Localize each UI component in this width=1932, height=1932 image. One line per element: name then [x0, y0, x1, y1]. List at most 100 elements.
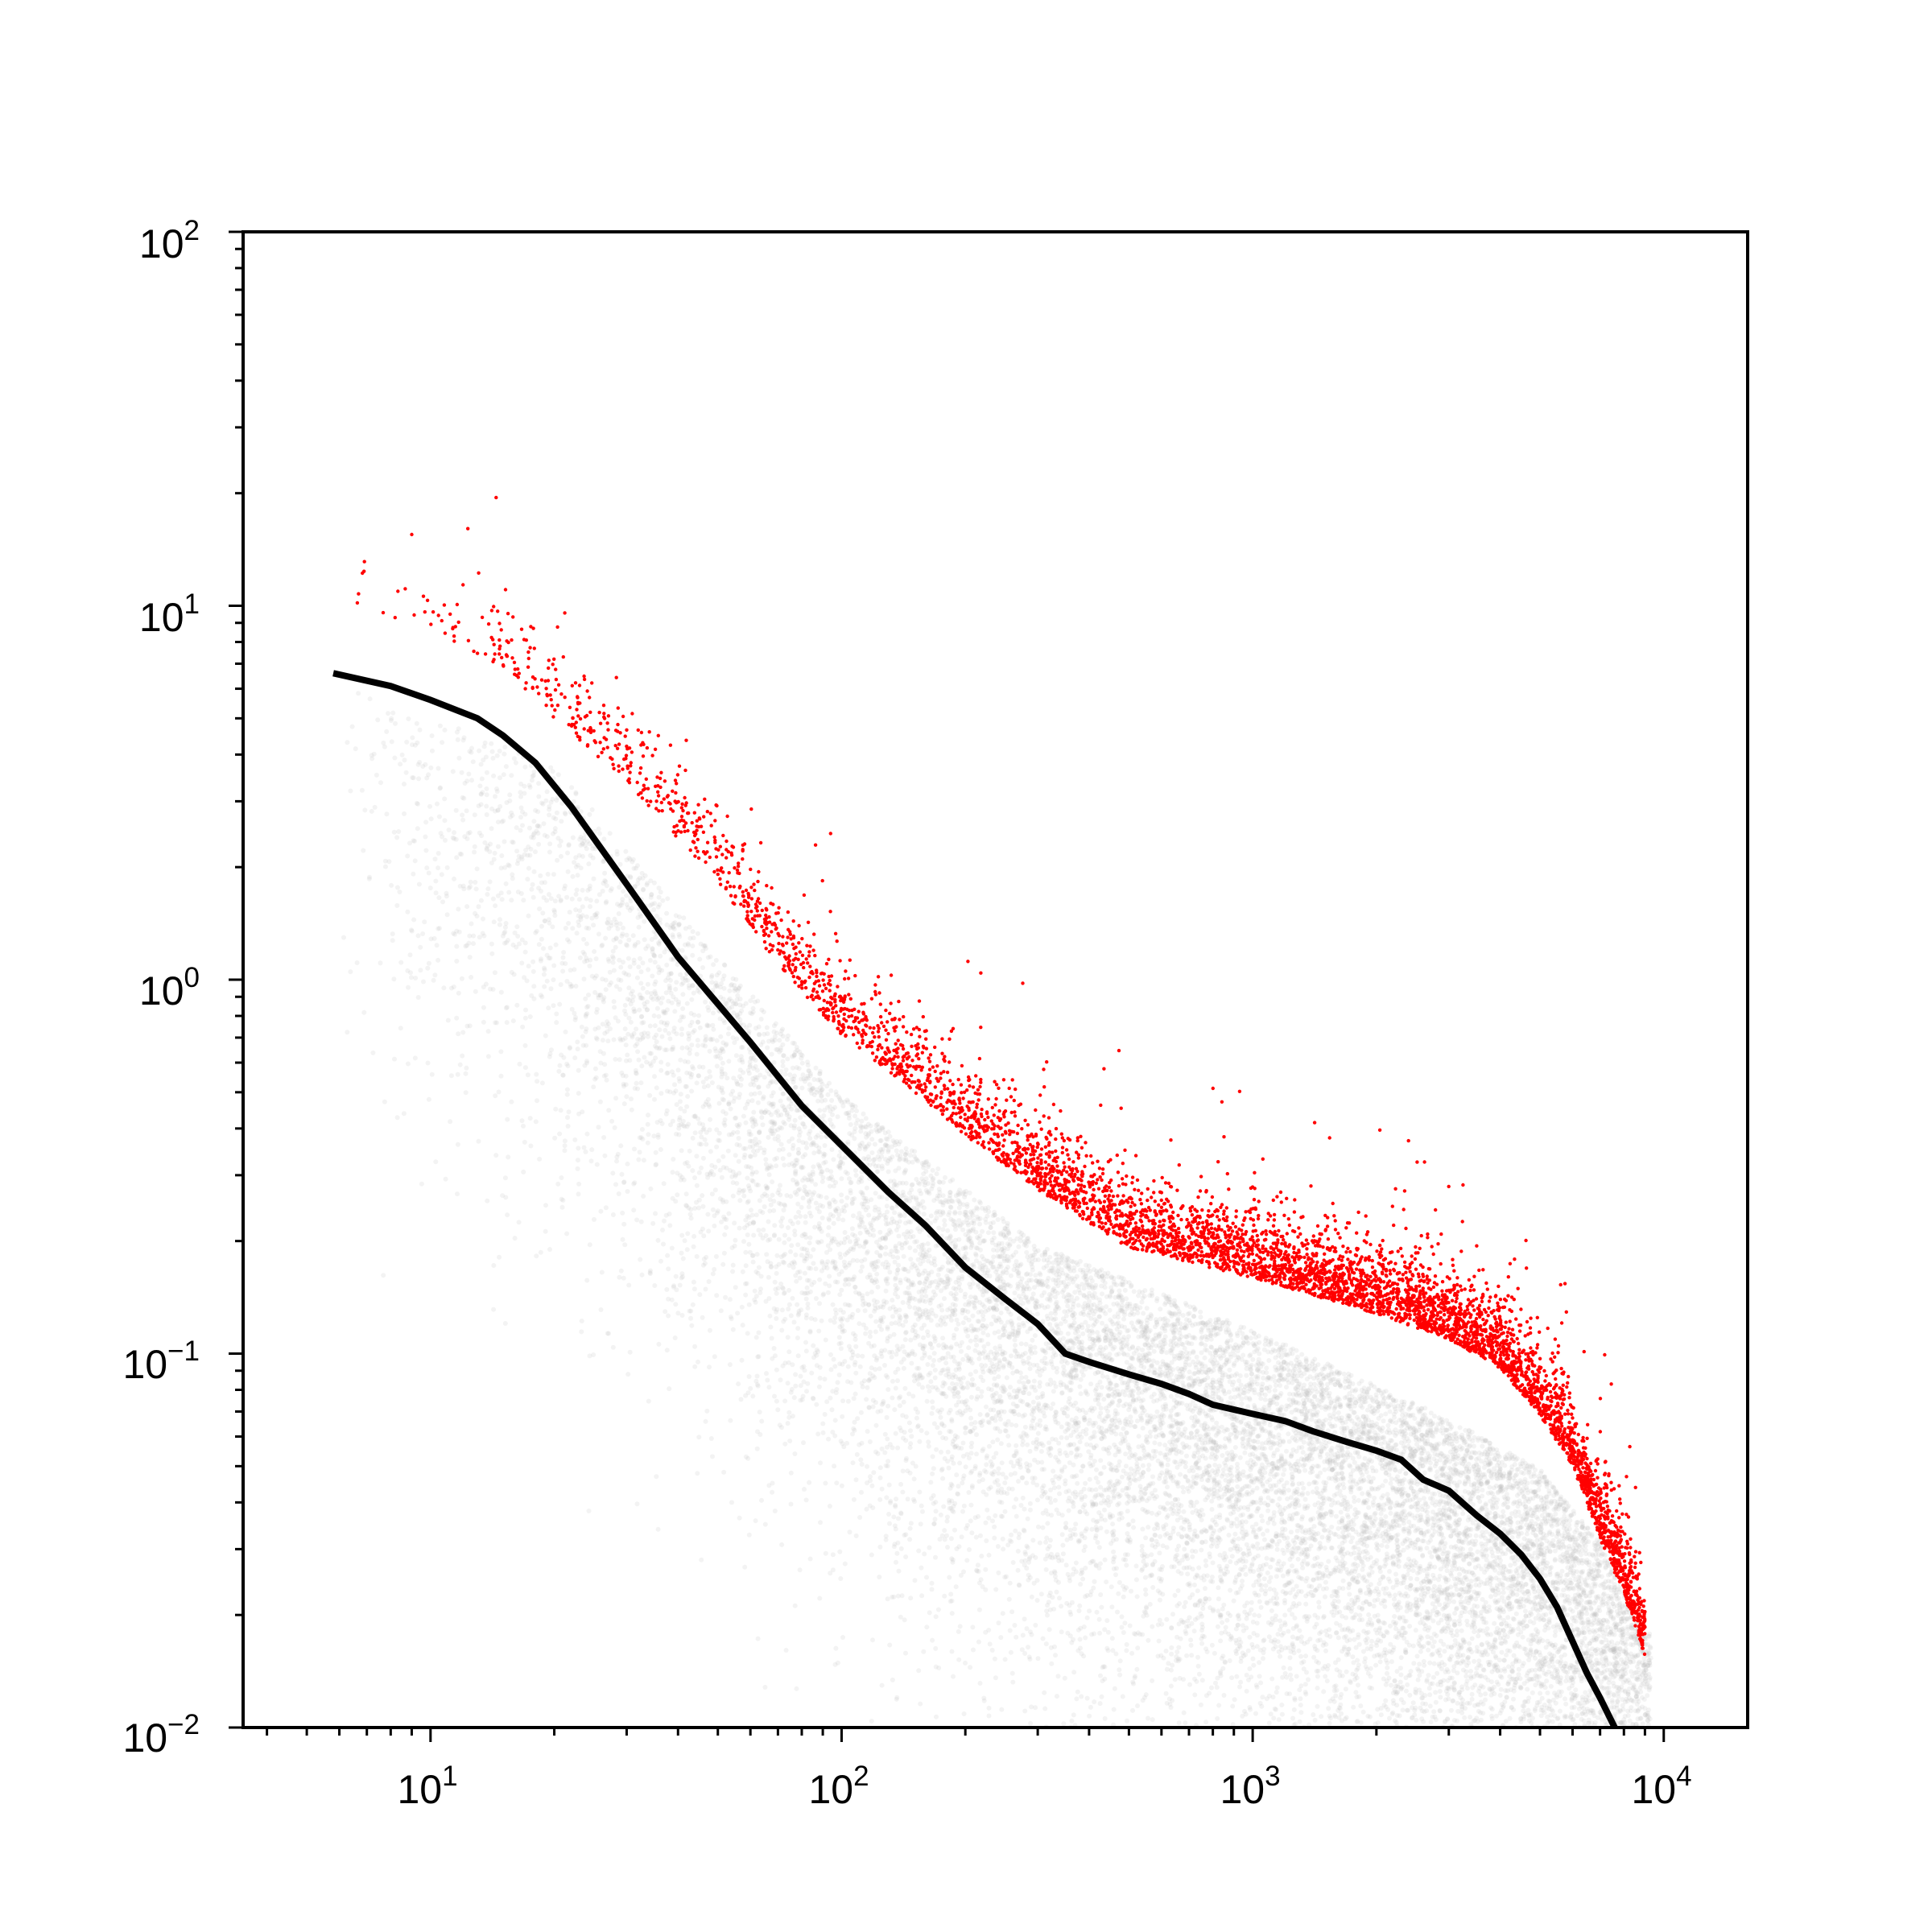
density-point — [801, 1072, 806, 1077]
density-point — [1067, 1509, 1071, 1513]
density-point — [724, 1075, 729, 1080]
density-point — [1215, 1685, 1220, 1690]
density-point — [646, 1399, 651, 1404]
density-point — [440, 834, 444, 839]
density-point — [1181, 1313, 1186, 1318]
density-point — [886, 1387, 890, 1392]
density-point — [742, 1225, 747, 1230]
density-point — [531, 984, 536, 989]
density-point — [1279, 1703, 1284, 1707]
density-point — [531, 819, 536, 824]
density-point — [1269, 1677, 1274, 1682]
density-point — [1016, 1245, 1021, 1249]
density-point — [469, 922, 474, 927]
density-point — [1389, 1683, 1393, 1688]
density-point — [1393, 1678, 1397, 1683]
density-point — [640, 1036, 645, 1041]
density-point — [1002, 1575, 1007, 1579]
density-point — [1282, 1666, 1286, 1670]
density-point — [740, 1305, 745, 1310]
density-point — [976, 1563, 980, 1567]
density-point — [469, 975, 473, 980]
density-point — [624, 894, 629, 898]
density-point — [832, 1105, 837, 1110]
density-point — [748, 1386, 753, 1391]
density-point — [807, 1204, 811, 1209]
density-point — [471, 759, 476, 764]
density-point — [1203, 1558, 1208, 1563]
density-point — [916, 1668, 921, 1673]
density-point — [577, 908, 582, 913]
density-point — [1476, 1633, 1480, 1638]
density-point — [1588, 1666, 1593, 1670]
density-point — [893, 1503, 898, 1508]
density-point — [1152, 1440, 1157, 1445]
density-point — [530, 778, 535, 782]
density-point — [1094, 1468, 1099, 1472]
density-point — [679, 1148, 684, 1153]
density-point — [1324, 1633, 1329, 1637]
density-point — [652, 1283, 657, 1288]
density-point — [787, 1439, 792, 1443]
density-point — [1013, 1471, 1018, 1476]
density-point — [1154, 1410, 1159, 1414]
density-point — [1025, 1443, 1030, 1447]
density-point — [1028, 1366, 1033, 1371]
density-point — [1278, 1654, 1282, 1659]
density-point — [1402, 1529, 1406, 1534]
density-point — [1109, 1584, 1114, 1589]
density-point — [840, 1199, 844, 1203]
density-point — [888, 1307, 893, 1311]
density-point — [423, 835, 427, 840]
density-point — [781, 1063, 786, 1068]
density-point — [926, 1241, 931, 1246]
density-point — [1124, 1563, 1129, 1567]
density-point — [1512, 1653, 1517, 1658]
density-point — [978, 1534, 983, 1538]
density-point — [623, 1026, 628, 1031]
density-point — [733, 1285, 738, 1290]
density-point — [650, 1221, 655, 1226]
density-point — [582, 976, 587, 981]
density-point — [704, 1409, 709, 1414]
density-point — [908, 1338, 913, 1343]
density-point — [551, 872, 556, 877]
density-point — [1051, 1469, 1055, 1474]
density-point — [857, 1321, 861, 1326]
density-point — [438, 724, 443, 729]
density-point — [974, 1432, 979, 1437]
density-point — [1442, 1649, 1447, 1653]
density-point — [708, 955, 713, 960]
density-point — [1255, 1542, 1260, 1546]
density-point — [993, 1513, 997, 1518]
density-point — [1288, 1557, 1293, 1562]
density-point — [481, 1020, 486, 1025]
density-point — [451, 769, 456, 774]
density-point — [497, 1090, 502, 1095]
density-point — [1377, 1581, 1381, 1586]
density-point — [976, 1319, 981, 1324]
density-point — [1223, 1445, 1228, 1450]
density-point — [950, 1611, 955, 1616]
density-point — [745, 1331, 750, 1335]
density-point — [941, 1505, 946, 1509]
density-point — [1284, 1449, 1289, 1454]
density-point — [729, 1500, 734, 1505]
density-point — [1125, 1719, 1129, 1724]
density-point — [868, 1439, 873, 1444]
density-point — [1081, 1373, 1086, 1378]
density-point — [902, 1366, 906, 1371]
density-point — [1195, 1355, 1199, 1360]
density-point — [356, 691, 361, 696]
density-point — [652, 901, 657, 906]
density-point — [541, 946, 546, 951]
density-point — [667, 1386, 671, 1391]
density-point — [980, 1229, 985, 1234]
density-point — [1183, 1720, 1187, 1725]
density-point — [1625, 1709, 1630, 1714]
density-point — [631, 1182, 636, 1187]
density-point — [392, 1057, 397, 1062]
density-point — [757, 1331, 762, 1335]
density-point — [1080, 1577, 1085, 1582]
density-point — [855, 1452, 860, 1457]
